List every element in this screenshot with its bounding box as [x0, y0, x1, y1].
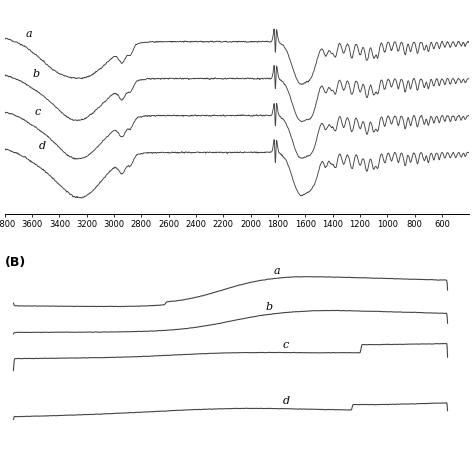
Text: c: c: [283, 340, 289, 350]
Text: b: b: [265, 302, 273, 312]
Text: a: a: [274, 266, 281, 276]
Text: a: a: [25, 29, 32, 39]
Text: d: d: [39, 141, 46, 151]
Text: b: b: [32, 69, 39, 79]
Text: (B): (B): [5, 256, 26, 269]
Text: d: d: [283, 396, 290, 406]
Text: c: c: [35, 107, 41, 117]
